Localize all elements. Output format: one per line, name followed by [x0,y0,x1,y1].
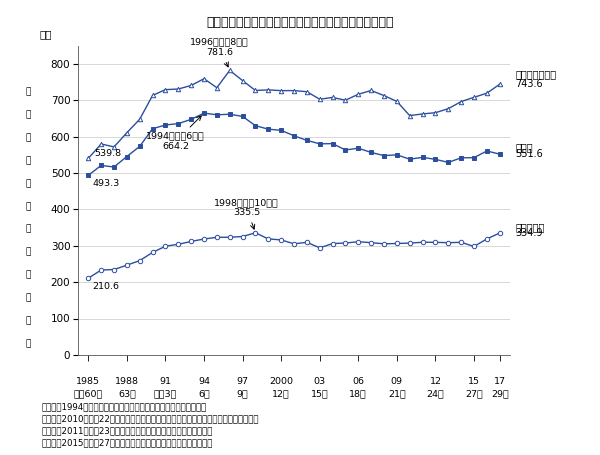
Text: 得: 得 [26,293,31,303]
Text: 493.3: 493.3 [92,179,119,187]
Text: 6年: 6年 [198,389,210,399]
Text: 29年: 29年 [491,389,509,399]
Text: 当: 当 [26,156,31,165]
Text: 27年: 27年 [465,389,483,399]
Text: り: り [26,202,31,211]
Text: 21年: 21年 [388,389,406,399]
Text: 1994（平成6）年
664.2: 1994（平成6）年 664.2 [146,116,205,151]
Text: 12年: 12年 [272,389,290,399]
Text: ２）2010（平成22）年の数値は，岩手県，宮城県及び福島県を除いたものである。: ２）2010（平成22）年の数値は，岩手県，宮城県及び福島県を除いたものである。 [42,415,260,424]
Text: 9年: 9年 [236,389,248,399]
Text: 15: 15 [468,378,480,386]
Text: 1985: 1985 [76,378,100,386]
Text: 17: 17 [494,378,506,386]
Text: ４）2015（平成27）年の数値は，熊本県を除いたものである。: ４）2015（平成27）年の数値は，熊本県を除いたものである。 [42,438,214,447]
Text: 551.6: 551.6 [515,149,543,159]
Text: 高齢者世帯: 高齢者世帯 [515,222,545,232]
Text: 18年: 18年 [349,389,367,399]
Text: 539.8: 539.8 [95,150,122,158]
Text: 額: 額 [26,339,31,348]
Text: 03: 03 [314,378,326,386]
Text: 63年: 63年 [118,389,136,399]
Text: 金: 金 [26,316,31,325]
Text: 2000: 2000 [269,378,293,386]
Text: 1996（平成8）年
781.6: 1996（平成8）年 781.6 [190,38,249,67]
Text: た: た [26,179,31,188]
Text: 743.6: 743.6 [515,79,543,89]
Text: 06: 06 [352,378,364,386]
Text: 全世帯: 全世帯 [515,142,533,152]
Text: 210.6: 210.6 [92,282,119,291]
Text: 334.9: 334.9 [515,228,542,238]
Text: 15年: 15年 [311,389,329,399]
Text: 91: 91 [160,378,172,386]
Text: ３）2011（平成23）年の数値は，福島県を除いたものである。: ３）2011（平成23）年の数値は，福島県を除いたものである。 [42,426,214,435]
Text: 均: 均 [26,248,31,257]
Text: 万円: 万円 [39,29,52,39]
Text: 昭和60年: 昭和60年 [74,389,103,399]
Text: 帯: 帯 [26,133,31,142]
Text: 24年: 24年 [427,389,445,399]
Text: 09: 09 [391,378,403,386]
Text: 1998（平成10）年
335.5: 1998（平成10）年 335.5 [214,198,279,229]
Text: 平成3年: 平成3年 [154,389,177,399]
Text: 12: 12 [430,378,442,386]
Text: 図８　各種世帯の１世帯当たり平均所得金額の年次推移: 図８ 各種世帯の１世帯当たり平均所得金額の年次推移 [206,16,394,29]
Text: 94: 94 [198,378,210,386]
Text: 児童のいる世帯: 児童のいる世帯 [515,70,556,80]
Text: 所: 所 [26,271,31,279]
Text: 注：１）1994（平成６）年の数値は，兵庫県を除いたものである。: 注：１）1994（平成６）年の数値は，兵庫県を除いたものである。 [42,403,207,412]
Text: 平: 平 [26,225,31,234]
Text: 1988: 1988 [115,378,139,386]
Text: 97: 97 [236,378,248,386]
Text: 世: 世 [26,110,31,119]
Text: １: １ [26,87,31,96]
